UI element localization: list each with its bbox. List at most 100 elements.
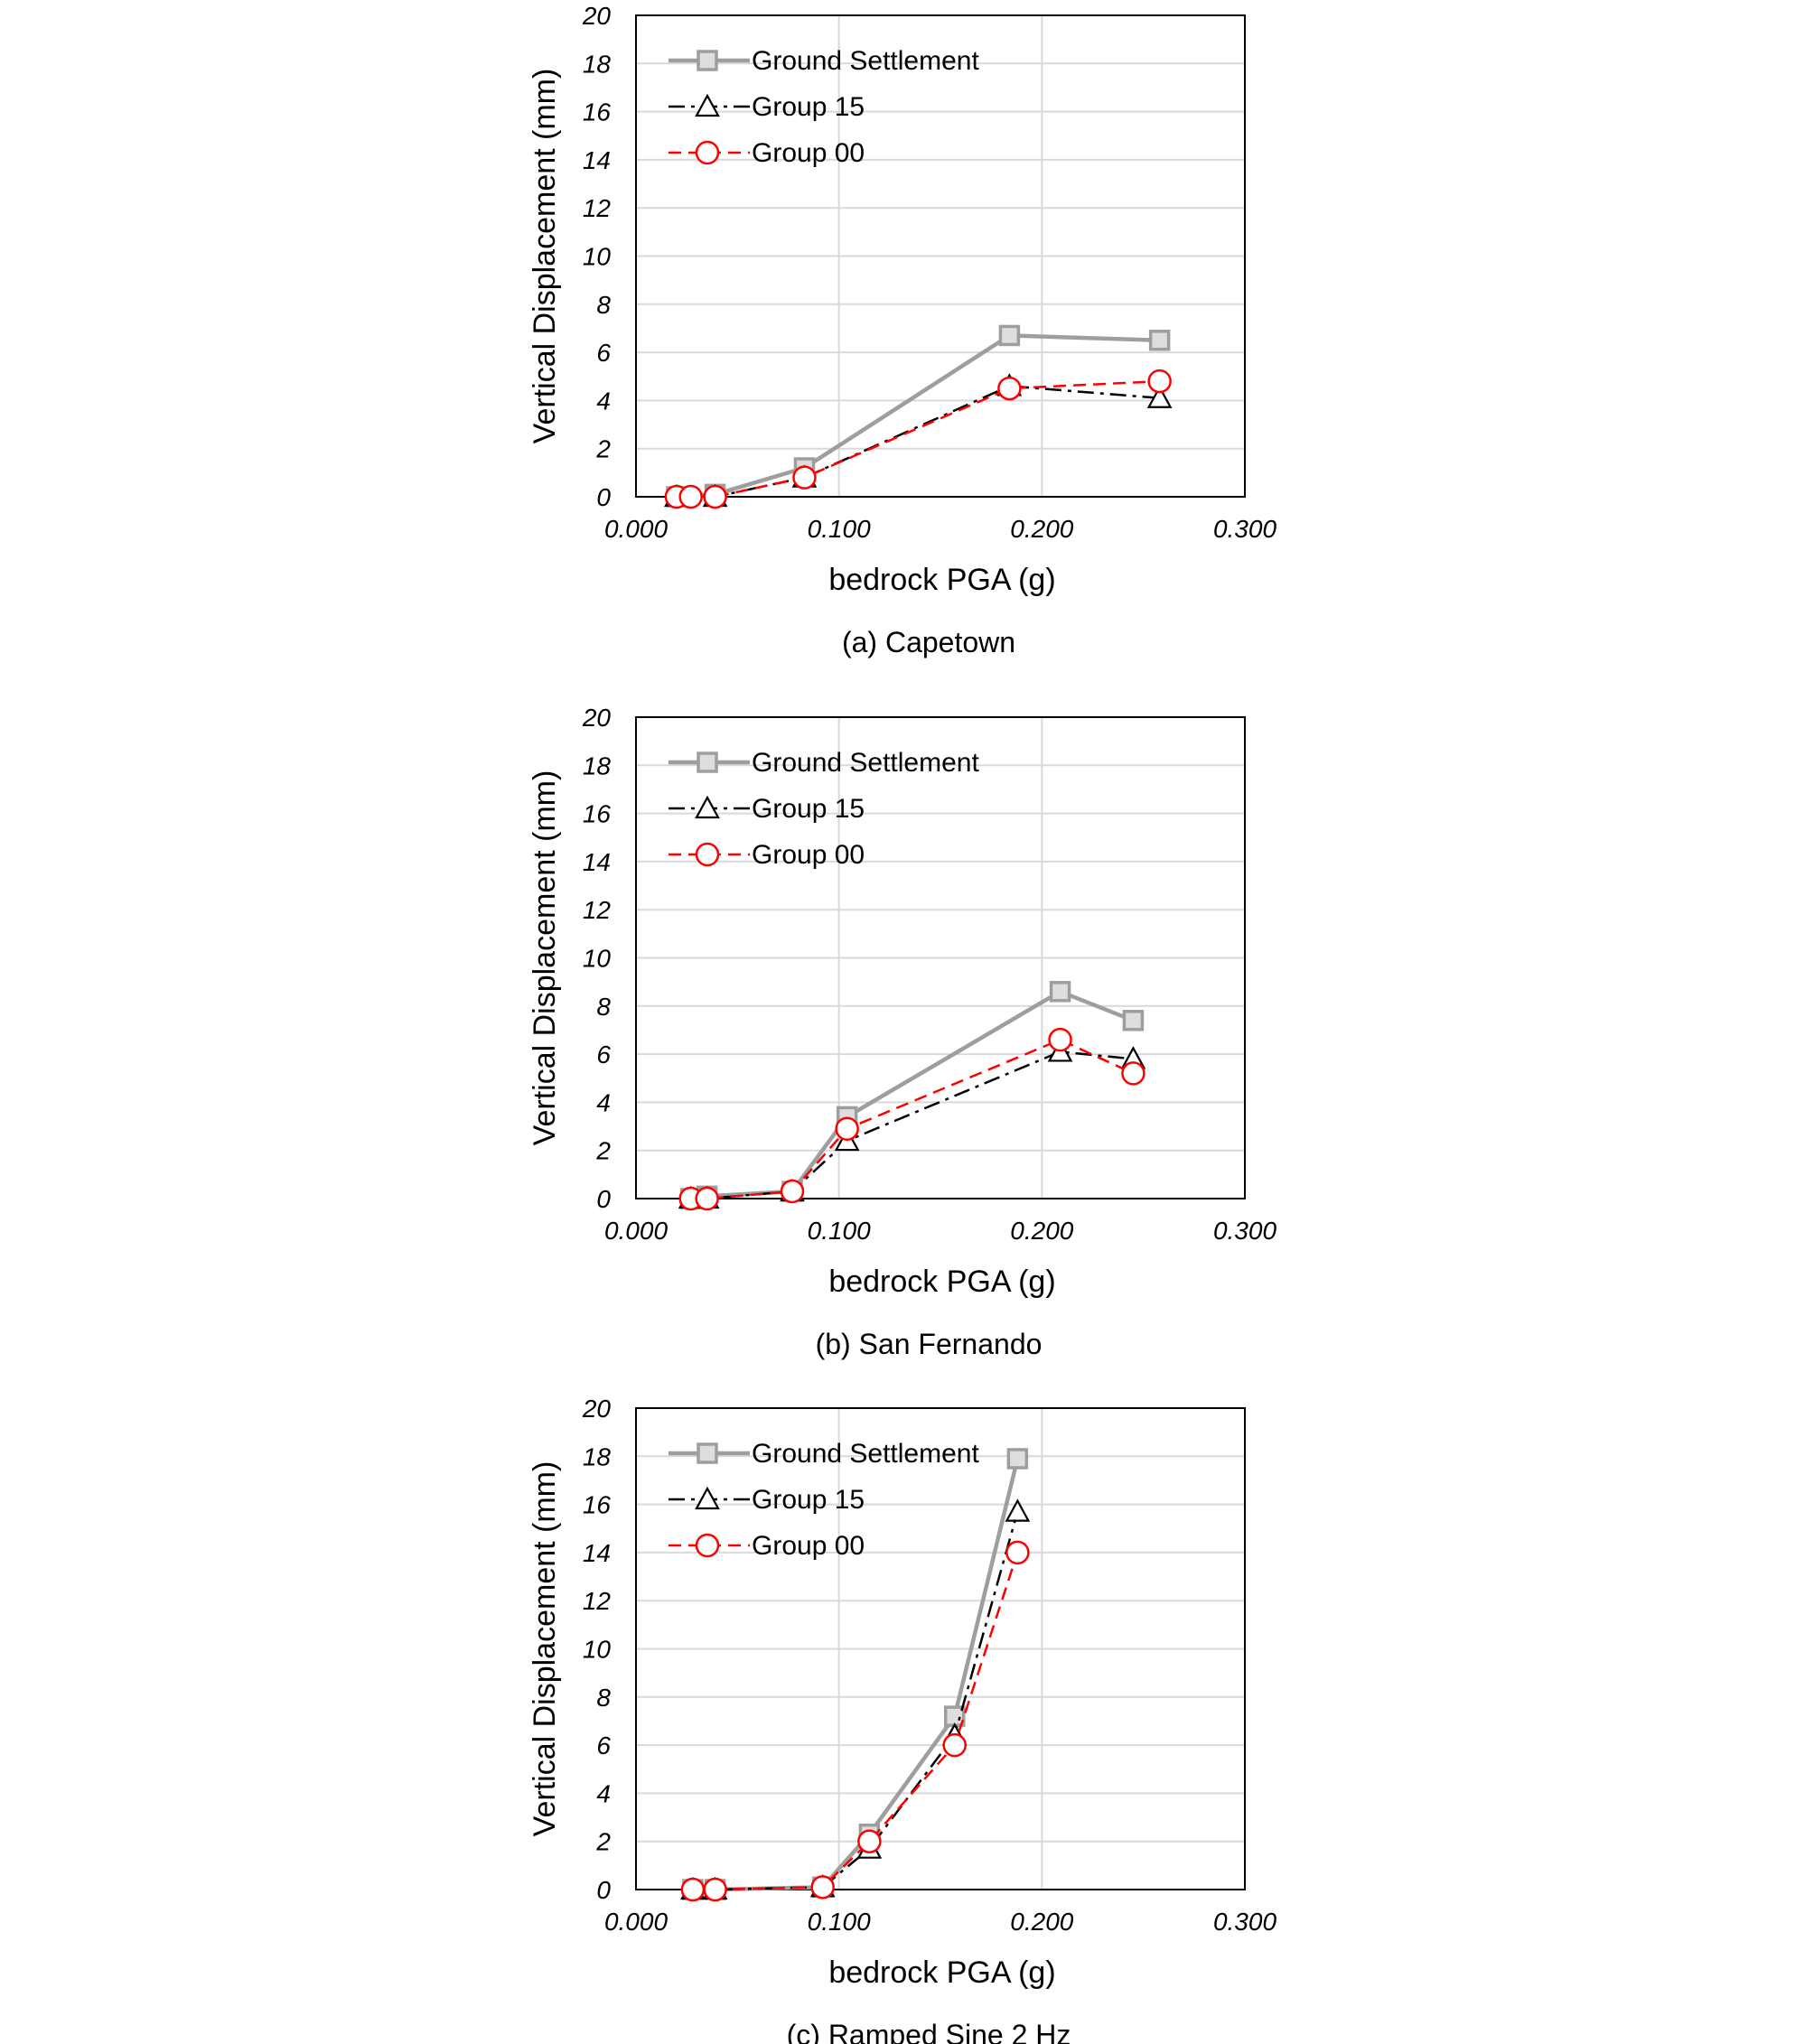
data-point-square [1148,330,1171,351]
y-tick-label: 20 [582,704,612,732]
y-tick-label: 6 [596,339,611,367]
legend-marker-circle [695,140,720,165]
data-point-circle [695,1186,719,1211]
x-tick-label: 0.100 [808,1217,871,1245]
chart-panel-2: 0 2 4 6 8 10 12 14 16 18 20 0.000 0.100 0.200 0.300 bed… [528,704,1276,1360]
y-tick-label: 18 [583,1442,612,1470]
y-tick-label: 18 [583,751,612,779]
x-tick-label: 0.100 [808,515,871,543]
legend-marker-circle [695,842,720,867]
chart-panel-3: 0 2 4 6 8 10 12 14 16 18 20 0.000 0.100 0.200 0.300 bed… [528,1395,1276,2044]
x-tick-label: 0.200 [1010,515,1073,543]
y-tick-label: 20 [582,1395,612,1423]
data-point-circle [942,1732,967,1758]
y-axis-title: Vertical Displacement (mm) [528,69,562,444]
y-tick-label: 4 [596,1088,611,1116]
series-line-ground-settlement [690,989,1135,1201]
legend-label: Group 15 [752,1485,865,1515]
y-tick-label: 16 [583,98,612,126]
legend-label: Ground Settlement [752,1439,979,1469]
x-tick-label: 0.100 [808,1908,871,1936]
legend-marker-square [697,50,718,71]
plot-area-frame [635,1407,1246,1890]
y-tick-label: 8 [596,1684,611,1712]
y-tick-label: 10 [583,243,612,271]
y-tick-label: 0 [596,1185,611,1213]
data-point-triangle [1005,1498,1031,1522]
y-tick-label: 6 [596,1041,611,1069]
x-tick-label: 0.300 [1213,1908,1276,1936]
data-point-circle [1048,1027,1072,1052]
y-tick-label: 12 [583,1587,612,1615]
data-point-square [998,324,1021,347]
data-point-circle [835,1116,859,1141]
x-axis-title: bedrock PGA (g) [828,1265,1055,1299]
series-line-group-00 [692,1552,1019,1891]
x-tick-label: 0.300 [1213,1217,1276,1245]
legend-label: Group 15 [752,92,865,122]
y-tick-label: 8 [596,291,611,319]
legend-label: Group 00 [752,1531,865,1561]
data-point-square [1006,1448,1029,1470]
data-point-circle [703,484,727,509]
data-point-circle [780,1179,805,1204]
y-tick-label: 14 [583,848,611,876]
y-tick-label: 14 [583,1539,611,1567]
x-tick-label: 0.200 [1010,1217,1073,1245]
legend-marker-triangle [695,93,720,117]
y-tick-label: 4 [596,1779,611,1807]
x-tick-label: 0.000 [604,1217,668,1245]
x-axis-title: bedrock PGA (g) [828,563,1055,597]
data-point-circle [703,1877,727,1902]
y-tick-label: 10 [583,945,612,973]
data-point-circle [680,1877,706,1902]
legend-marker-circle [695,1533,720,1558]
y-tick-label: 4 [596,387,611,415]
data-point-circle [810,1875,835,1899]
y-tick-label: 12 [583,896,612,924]
y-tick-label: 10 [583,1636,612,1664]
series-line-group-15 [690,1050,1134,1200]
y-tick-label: 2 [595,435,611,463]
data-point-circle [1147,369,1172,394]
x-tick-label: 0.000 [604,515,668,543]
legend-marker-square [697,751,718,773]
y-tick-label: 16 [583,1491,612,1519]
legend-marker-square [697,1442,718,1464]
series-line-ground-settlement [692,1458,1020,1892]
data-point-circle [1005,1540,1030,1565]
y-tick-label: 2 [595,1828,611,1856]
data-point-triangle [1146,385,1173,408]
legend-label: Group 15 [752,794,865,824]
y-tick-label: 0 [596,483,611,511]
y-tick-label: 14 [583,146,611,174]
series-line-ground-settlement [676,333,1160,499]
series-line-group-15 [676,385,1160,499]
y-tick-label: 2 [595,1137,611,1165]
y-axis-title: Vertical Displacement (mm) [528,1461,562,1837]
x-tick-label: 0.300 [1213,515,1276,543]
plot-area-frame [635,716,1246,1199]
panel-caption: (c) Ramped Sine 2 Hz [787,2019,1071,2044]
data-point-circle [857,1829,882,1853]
legend-marker-triangle [695,795,720,819]
y-tick-label: 16 [583,800,612,828]
legend-label: Group 00 [752,840,865,870]
y-tick-label: 8 [596,993,611,1021]
series-line-group-00 [676,379,1160,499]
legend-marker-triangle [695,1486,720,1510]
x-tick-label: 0.000 [604,1908,668,1936]
series-line-group-15 [692,1511,1019,1891]
y-tick-label: 20 [582,2,612,30]
chart-panel-1: 0 2 4 6 8 10 12 14 16 18 20 0.000 0.100 0.200 0.300 bed… [528,2,1276,658]
y-tick-label: 6 [596,1731,611,1759]
series-line-group-00 [690,1038,1134,1200]
y-tick-label: 12 [583,194,612,222]
legend-label: Ground Settlement [752,46,979,76]
panel-caption: (a) Capetown [842,626,1015,658]
x-axis-title: bedrock PGA (g) [828,1955,1055,1990]
x-tick-label: 0.200 [1010,1908,1073,1936]
legend-label: Group 00 [752,138,865,168]
y-tick-label: 18 [583,50,612,78]
